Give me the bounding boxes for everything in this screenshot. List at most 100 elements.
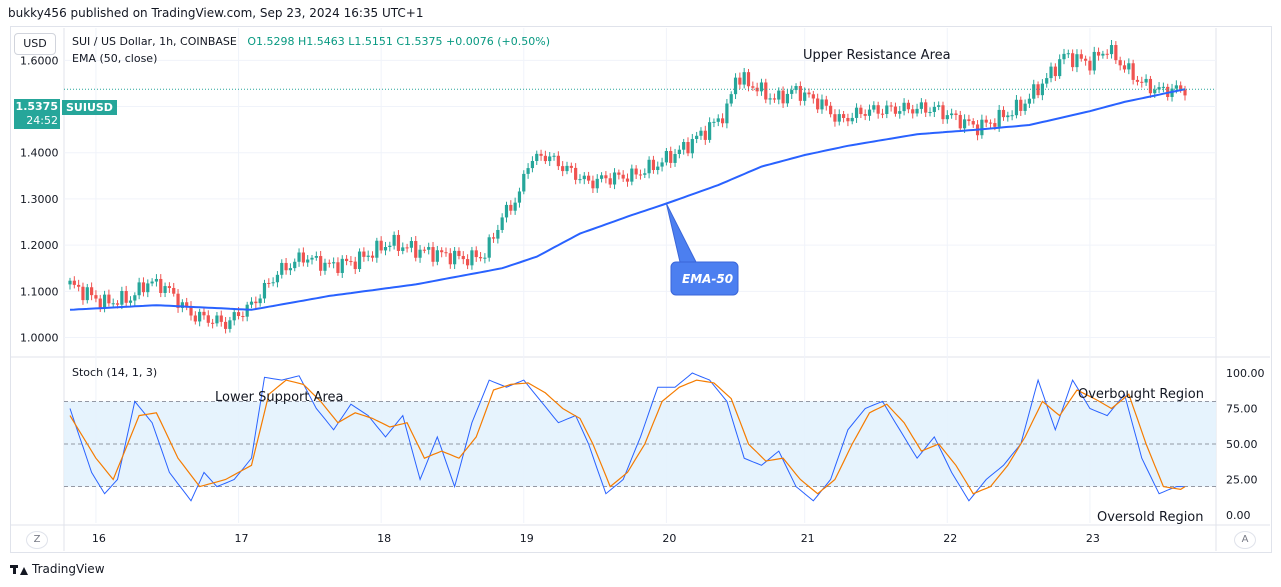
candle (172, 282, 176, 297)
candle (422, 246, 426, 254)
candle (967, 114, 971, 126)
candle-body (431, 247, 435, 262)
candle (984, 115, 988, 128)
candle-body (729, 94, 733, 104)
candle (924, 99, 928, 118)
candle (401, 242, 405, 255)
candle (915, 103, 919, 117)
candle (872, 101, 876, 113)
candle (375, 237, 379, 263)
candle (725, 98, 729, 129)
candle (561, 161, 565, 177)
candle (612, 168, 617, 190)
candle (275, 271, 280, 288)
candle-body (115, 303, 120, 305)
candle (107, 289, 111, 307)
candle-body (1001, 109, 1006, 118)
candle-body (656, 166, 660, 171)
ema-legend[interactable]: EMA (50, close) (72, 52, 158, 65)
candle-body (937, 105, 941, 107)
candle (1109, 39, 1114, 59)
candle-body (1101, 53, 1105, 56)
candle (94, 290, 98, 303)
candle (841, 110, 846, 123)
candle-body (958, 114, 962, 129)
candle-body (219, 315, 223, 322)
candle-body (72, 280, 76, 285)
candle (453, 246, 457, 270)
candle-body (163, 286, 167, 293)
stoch-d-line (69, 379, 1186, 495)
stoch-legend[interactable]: Stoch (14, 1, 3) (72, 366, 158, 379)
candle-body (306, 259, 310, 263)
candle-body (396, 234, 401, 251)
zoom-button[interactable]: Z (26, 531, 48, 549)
candle-body (340, 258, 344, 273)
candle-body (245, 304, 249, 317)
candle-body (1179, 85, 1183, 90)
candle-body (336, 262, 340, 273)
currency-button[interactable]: USD (14, 33, 56, 55)
candle (829, 101, 833, 118)
price-tick-label: 1.0000 (20, 332, 59, 345)
candle (254, 296, 258, 309)
candle (803, 87, 807, 106)
candle-body (604, 175, 608, 179)
candle-body (448, 253, 452, 265)
candle (660, 157, 664, 172)
candle (1084, 55, 1088, 66)
candle-body (941, 105, 945, 120)
candle-body (1019, 99, 1023, 111)
candle (189, 301, 193, 321)
candle (530, 156, 535, 173)
candle (349, 256, 353, 266)
candle-body (1036, 84, 1040, 96)
candle (673, 148, 677, 167)
candle-body (215, 315, 219, 324)
candle (716, 114, 720, 127)
ema50-callout-label: EMA-50 (682, 272, 733, 286)
candle (483, 253, 487, 264)
candle-body (150, 281, 154, 284)
candle (427, 242, 431, 255)
candle (1049, 62, 1053, 83)
candle-body (781, 90, 785, 104)
callout-pointer (665, 203, 697, 263)
stoch-k-line (69, 372, 1185, 502)
candle (1088, 56, 1092, 75)
candle (651, 155, 656, 174)
candle-body (617, 172, 621, 175)
candle (1135, 75, 1140, 86)
candle (267, 278, 271, 288)
auto-scale-button[interactable]: A (1234, 531, 1256, 549)
candle (332, 257, 336, 269)
candle-body (1118, 60, 1122, 66)
candle-body (543, 155, 547, 162)
candle (141, 277, 146, 297)
candle (699, 127, 703, 140)
candle (643, 168, 647, 179)
candle (794, 83, 798, 94)
candle-body (820, 99, 824, 110)
candle (1019, 96, 1023, 116)
candle-body (1053, 66, 1057, 77)
candle-body (141, 282, 146, 293)
candle-body (254, 301, 258, 304)
candle (478, 252, 483, 262)
candle-body (1049, 66, 1053, 79)
candle (634, 165, 638, 179)
candle-body (198, 311, 202, 322)
candle-body (898, 111, 902, 114)
candle-body (1183, 89, 1187, 96)
candle-body (349, 261, 353, 263)
candle (885, 100, 889, 119)
footer-brand[interactable]: TradingView (10, 562, 105, 576)
candle (1161, 82, 1165, 93)
candle (582, 172, 586, 185)
candle-body (167, 286, 171, 288)
candle (1144, 74, 1148, 86)
candle (591, 175, 595, 194)
candle-body (375, 240, 379, 258)
candle (262, 279, 267, 304)
